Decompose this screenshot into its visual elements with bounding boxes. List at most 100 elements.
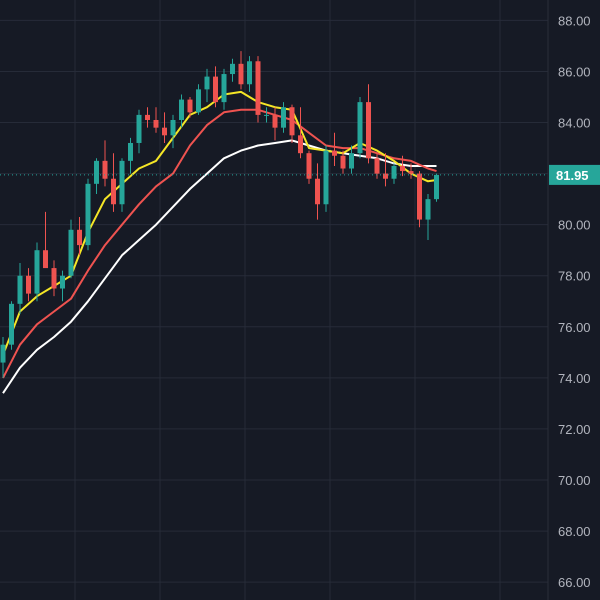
y-tick-label: 86.00	[558, 64, 591, 79]
y-tick-label: 72.00	[558, 422, 591, 437]
candle-body	[298, 135, 303, 154]
candle	[85, 178, 91, 251]
candle	[128, 137, 133, 174]
candle	[230, 58, 235, 82]
candle	[145, 107, 150, 128]
candle	[349, 145, 354, 174]
candle	[170, 114, 176, 149]
candle-body	[213, 76, 218, 103]
candle-body	[366, 102, 371, 159]
candle	[9, 301, 14, 350]
candle	[17, 262, 23, 315]
candle-body	[315, 178, 320, 205]
candle-body	[77, 229, 82, 246]
candle	[289, 104, 295, 143]
candle-body	[357, 102, 363, 154]
candle-body	[255, 61, 261, 115]
candle	[400, 155, 405, 177]
candle	[391, 163, 397, 184]
candle	[306, 150, 312, 184]
candle	[204, 68, 210, 103]
candle	[136, 109, 142, 154]
last-price-tag	[549, 164, 600, 185]
candle	[383, 153, 388, 187]
candle	[408, 163, 414, 179]
candle-body	[400, 165, 405, 172]
candle	[60, 270, 65, 302]
candle	[264, 107, 269, 123]
candle-body	[128, 142, 133, 161]
candle-body	[340, 155, 346, 169]
candle-body	[349, 153, 354, 169]
candle-body	[247, 61, 252, 85]
y-tick-label: 74.00	[558, 371, 591, 386]
candle-body	[162, 127, 167, 136]
last-price-marker: 81.95	[0, 164, 600, 185]
candle	[238, 51, 244, 90]
candle	[425, 194, 431, 240]
y-tick-label: 68.00	[558, 524, 591, 539]
candle	[119, 158, 125, 212]
candle	[247, 56, 252, 92]
candle-body	[383, 173, 388, 179]
candle-body	[332, 150, 337, 156]
candle	[102, 140, 108, 187]
candle-body	[51, 268, 57, 289]
y-tick-label: 76.00	[558, 320, 591, 335]
candle-body	[179, 99, 184, 120]
candle-body	[17, 275, 23, 304]
candle-body	[34, 250, 40, 294]
candle	[51, 260, 57, 297]
candle	[417, 171, 422, 228]
candle	[434, 173, 439, 202]
candle-body	[264, 114, 269, 116]
candle-body	[408, 171, 414, 174]
candle	[0, 337, 6, 378]
candle-body	[68, 229, 74, 276]
candle-body	[153, 120, 159, 128]
candle-body	[145, 114, 150, 120]
candle-body	[94, 160, 99, 184]
candle-body	[391, 165, 397, 179]
ma-mid-line	[2, 108, 437, 379]
y-tick-label: 66.00	[558, 575, 591, 590]
candle	[162, 112, 167, 143]
candle	[323, 145, 329, 212]
candle	[315, 163, 320, 220]
candle-body	[85, 183, 91, 246]
candle-body	[43, 250, 48, 269]
last-price-label: 81.95	[556, 168, 589, 183]
y-tick-label: 80.00	[558, 218, 591, 233]
candle	[111, 153, 116, 212]
candle-body	[374, 158, 380, 174]
candle	[332, 132, 337, 166]
candle	[34, 242, 40, 302]
candle	[255, 56, 261, 123]
candle	[281, 102, 286, 133]
candle-body	[136, 114, 142, 143]
ma-slow-line	[2, 139, 437, 394]
candle	[179, 94, 184, 128]
candle	[26, 268, 31, 302]
candle	[77, 217, 82, 256]
candles	[0, 51, 439, 378]
candle	[94, 158, 99, 195]
y-tick-label: 88.00	[558, 13, 591, 28]
candle-body	[9, 303, 14, 345]
candle-body	[170, 120, 176, 136]
candle-body	[221, 74, 227, 103]
candle	[213, 66, 218, 108]
candle	[340, 150, 346, 174]
y-tick-label: 70.00	[558, 473, 591, 488]
candle-body	[0, 344, 6, 363]
candle-body	[187, 99, 193, 113]
candle-body	[102, 160, 108, 179]
candle	[43, 211, 48, 269]
y-tick-label: 78.00	[558, 269, 591, 284]
candle-body	[111, 178, 116, 205]
candle-body	[417, 173, 422, 220]
candle	[68, 219, 74, 279]
candle	[298, 107, 303, 159]
candle	[366, 84, 371, 164]
